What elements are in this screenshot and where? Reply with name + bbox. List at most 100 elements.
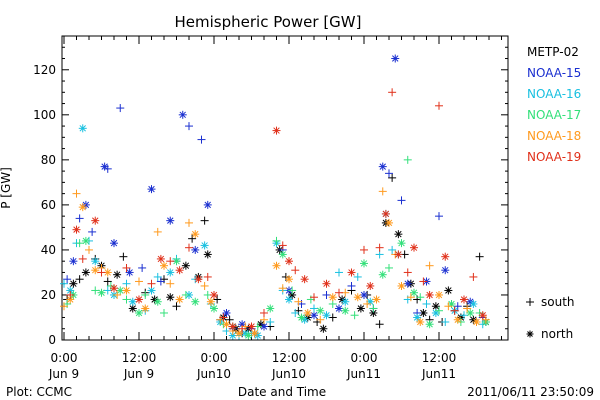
data-point-noaa-17	[288, 286, 297, 295]
data-point-noaa-19	[360, 245, 368, 254]
data-point-noaa-15	[69, 257, 78, 266]
x-tick-label-time: 0:00	[201, 351, 228, 365]
legend: METP-02 NOAA-15 NOAA-16 NOAA-17 NOAA-18 NOAA-…	[526, 45, 581, 341]
data-point-noaa-19	[419, 277, 428, 286]
data-point-noaa-16	[128, 297, 137, 306]
data-point-noaa-19	[450, 306, 459, 315]
data-point-noaa-18	[103, 268, 112, 277]
data-point-metp-02	[81, 268, 90, 277]
data-point-noaa-18	[141, 304, 150, 313]
data-point-noaa-18	[406, 293, 415, 302]
data-point-noaa-18	[78, 203, 87, 212]
data-point-metp-02	[200, 216, 209, 225]
data-point-noaa-19	[97, 268, 106, 277]
data-point-noaa-16	[103, 286, 112, 295]
data-point-noaa-17	[316, 306, 325, 315]
data-point-noaa-17	[350, 311, 359, 320]
data-point-noaa-18	[166, 279, 175, 288]
data-points	[60, 54, 490, 340]
data-point-noaa-17	[116, 286, 125, 295]
data-point-metp-02	[356, 304, 365, 313]
data-point-noaa-17	[410, 288, 418, 297]
data-point-metp-02	[128, 304, 137, 313]
data-point-metp-02	[319, 324, 328, 333]
data-point-noaa-18	[200, 281, 209, 290]
data-point-noaa-18	[353, 293, 362, 302]
data-point-noaa-15	[75, 214, 84, 223]
data-point-noaa-19	[381, 209, 390, 218]
legend-symbol-label: north	[541, 327, 573, 341]
data-point-noaa-18	[472, 317, 481, 326]
data-point-noaa-17	[191, 297, 200, 306]
data-point-noaa-15	[335, 304, 343, 313]
data-point-noaa-19	[194, 275, 203, 284]
legend-symbol-south	[526, 298, 534, 306]
x-tick-label-time: 12:00	[422, 351, 457, 365]
data-point-noaa-19	[147, 279, 156, 288]
legend-symbol-north	[526, 330, 534, 338]
data-point-noaa-18	[272, 261, 281, 270]
x-tick-label-date: Jun10	[271, 367, 306, 381]
legend-symbol-label: south	[541, 295, 575, 309]
plot-frame	[61, 35, 509, 341]
data-point-noaa-15	[378, 162, 387, 171]
data-point-noaa-17	[369, 304, 378, 313]
data-point-noaa-17	[435, 306, 443, 315]
legend-entry-noaa-19: NOAA-19	[527, 150, 581, 164]
data-point-noaa-15	[403, 279, 412, 288]
data-point-metp-02	[75, 275, 84, 284]
data-point-noaa-18	[385, 218, 393, 227]
data-point-metp-02	[328, 313, 337, 322]
data-point-noaa-18	[160, 261, 168, 270]
data-point-noaa-18	[316, 315, 325, 324]
data-point-metp-02	[113, 270, 122, 279]
data-point-noaa-17	[122, 295, 131, 304]
y-tick-label: 120	[33, 63, 56, 77]
data-point-noaa-18	[91, 266, 100, 275]
data-point-noaa-15	[138, 263, 147, 272]
data-point-noaa-19	[435, 101, 443, 110]
data-point-noaa-16	[353, 272, 362, 281]
plot-timestamp: 2011/06/11 23:50:09	[467, 385, 594, 399]
data-point-noaa-19	[425, 290, 434, 299]
data-point-noaa-17	[97, 288, 106, 297]
data-point-noaa-16	[422, 299, 431, 308]
data-point-noaa-17	[210, 304, 218, 313]
data-point-noaa-17	[75, 239, 84, 248]
data-point-noaa-19	[91, 216, 100, 225]
data-point-noaa-18	[416, 317, 425, 326]
data-point-noaa-19	[219, 313, 228, 322]
data-point-noaa-16	[469, 299, 478, 308]
data-point-noaa-15	[222, 308, 231, 317]
data-point-noaa-19	[366, 281, 375, 290]
data-point-noaa-19	[347, 268, 356, 277]
data-point-noaa-15	[203, 200, 212, 209]
data-point-noaa-15	[116, 104, 125, 113]
data-point-noaa-19	[238, 324, 247, 333]
data-point-noaa-17	[266, 304, 275, 313]
data-point-noaa-15	[147, 185, 156, 194]
data-point-noaa-15	[347, 281, 356, 290]
x-tick-label-date: Jun 9	[48, 367, 79, 381]
x-tick-label-date: Jun10	[196, 367, 231, 381]
data-point-noaa-19	[166, 257, 175, 266]
data-point-noaa-19	[135, 295, 143, 304]
legend-entry-metp-02: METP-02	[527, 45, 579, 59]
data-point-noaa-16	[266, 317, 275, 326]
data-point-noaa-16	[122, 279, 131, 288]
data-point-noaa-16	[460, 311, 468, 320]
data-point-noaa-19	[388, 88, 397, 97]
data-point-noaa-18	[122, 286, 131, 295]
data-point-noaa-15	[260, 322, 268, 331]
data-point-noaa-16	[78, 124, 87, 133]
data-point-noaa-15	[197, 135, 206, 144]
data-point-noaa-18	[328, 293, 337, 302]
data-point-metp-02	[388, 173, 397, 182]
data-point-noaa-19	[478, 311, 487, 320]
data-point-metp-02	[475, 252, 484, 261]
data-point-noaa-18	[378, 187, 387, 196]
data-point-noaa-18	[185, 218, 193, 227]
data-point-noaa-18	[235, 329, 243, 338]
data-point-metp-02	[394, 230, 403, 239]
data-point-noaa-19	[210, 290, 218, 299]
